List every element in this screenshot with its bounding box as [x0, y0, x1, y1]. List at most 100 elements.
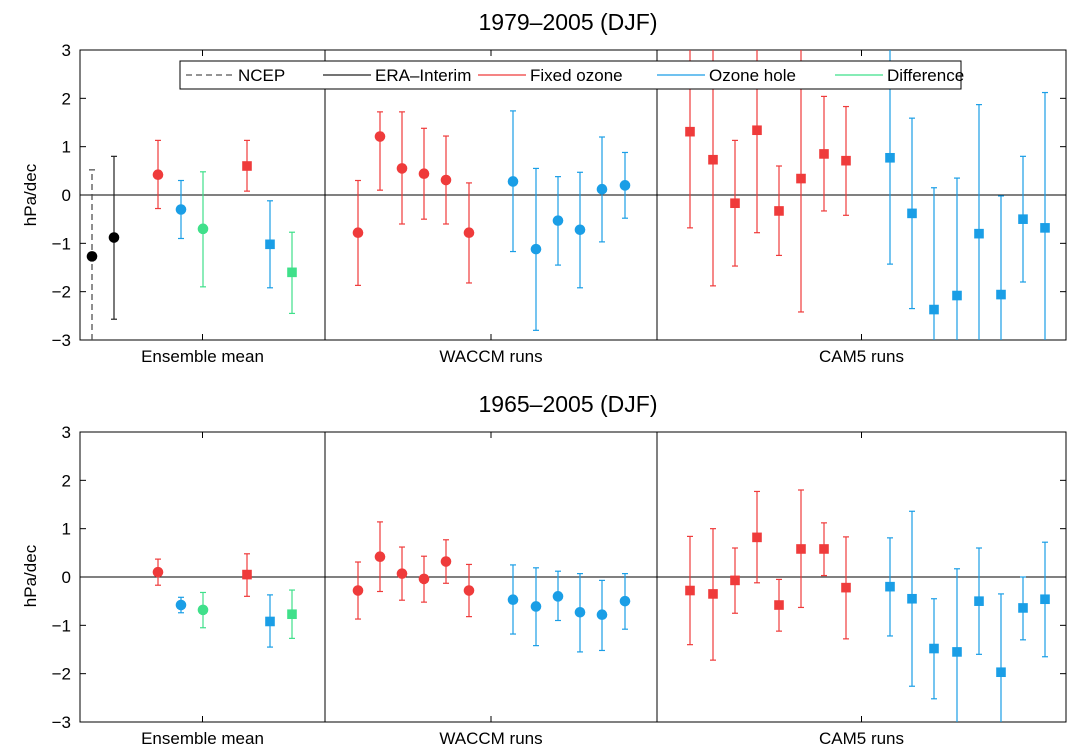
data-point	[197, 171, 209, 288]
data-point	[596, 136, 608, 243]
data-point	[507, 564, 519, 635]
marker-square	[929, 643, 939, 654]
marker-square	[996, 289, 1006, 300]
marker-square	[929, 304, 939, 315]
data-point	[774, 165, 784, 257]
marker-square	[952, 290, 962, 301]
data-point	[352, 561, 364, 620]
data-point	[507, 110, 519, 253]
data-point	[885, 537, 895, 637]
marker-square	[265, 239, 275, 250]
marker-circle	[619, 595, 631, 607]
data-point	[418, 127, 430, 220]
marker-square	[885, 581, 895, 592]
marker-circle	[86, 251, 98, 262]
marker-circle	[396, 568, 408, 579]
marker-circle	[619, 180, 631, 191]
legend-label: Fixed ozone	[530, 66, 623, 85]
marker-circle	[197, 604, 209, 616]
marker-circle	[530, 601, 542, 612]
marker-circle	[374, 131, 386, 142]
data-point	[396, 111, 408, 225]
marker-square	[730, 575, 740, 586]
data-point	[418, 555, 430, 603]
marker-square	[287, 609, 297, 620]
marker-square	[841, 155, 851, 166]
marker-square	[996, 667, 1006, 678]
marker-square	[730, 198, 740, 209]
data-point	[796, 50, 806, 313]
y-tick-label: 3	[62, 423, 71, 442]
marker-circle	[552, 591, 564, 602]
marker-square	[974, 596, 984, 606]
data-point	[619, 573, 631, 630]
data-point	[152, 558, 164, 586]
marker-circle	[596, 183, 608, 195]
marker-circle	[374, 551, 386, 562]
marker-circle	[197, 223, 209, 235]
data-point	[907, 117, 917, 310]
marker-square	[952, 647, 962, 657]
legend-label: ERA–Interim	[375, 66, 471, 85]
x-tick-label: WACCM runs	[439, 729, 542, 746]
data-point	[265, 594, 275, 648]
y-tick-label: 2	[62, 471, 71, 490]
marker-circle	[418, 168, 430, 180]
data-point	[819, 522, 829, 577]
marker-circle	[596, 609, 608, 620]
marker-circle	[175, 204, 187, 215]
marker-circle	[574, 224, 586, 236]
marker-square	[1018, 214, 1028, 224]
marker-square	[774, 206, 784, 216]
marker-square	[974, 228, 984, 239]
marker-circle	[574, 606, 586, 618]
marker-square	[708, 589, 718, 599]
chart-title: 1979–2005 (DJF)	[479, 9, 658, 35]
y-tick-label: 0	[62, 186, 71, 205]
marker-square	[885, 152, 895, 163]
data-point	[287, 231, 297, 315]
data-point	[708, 528, 718, 661]
data-point	[265, 200, 275, 289]
legend-label: Difference	[887, 66, 964, 85]
legend-label: NCEP	[238, 66, 285, 85]
marker-circle	[463, 585, 475, 596]
y-tick-label: −3	[52, 713, 71, 732]
legend-label: Ozone hole	[709, 66, 796, 85]
marker-square	[907, 593, 917, 604]
data-point	[974, 104, 984, 340]
x-tick-label: Ensemble mean	[141, 729, 264, 746]
marker-circle	[552, 215, 564, 226]
data-point	[108, 155, 120, 320]
data-point	[463, 182, 475, 284]
marker-circle	[507, 594, 519, 606]
data-point	[530, 567, 542, 647]
data-point	[1040, 541, 1050, 658]
panel-1979-2005: 1979–2005 (DJF) hPa/dec −3 −2 −1 0 1 2 3 Ensemb…	[21, 9, 1067, 366]
x-tick-label: CAM5 runs	[819, 347, 904, 366]
data-point	[841, 105, 851, 216]
data-point	[841, 536, 851, 640]
legend-box	[179, 60, 962, 90]
data-point	[730, 547, 740, 614]
data-point	[730, 139, 740, 267]
data-point	[929, 598, 939, 700]
y-tick-label: −3	[52, 331, 71, 350]
data-point	[974, 547, 984, 655]
y-tick-label: −1	[52, 234, 71, 253]
y-tick-label: 1	[62, 138, 71, 157]
data-point	[86, 169, 98, 340]
y-axis-label: hPa/dec	[21, 163, 40, 226]
data-point	[996, 593, 1006, 722]
y-tick-label: −2	[52, 665, 71, 684]
marker-square	[685, 126, 695, 137]
marker-square	[1040, 594, 1050, 605]
data-point	[374, 521, 386, 593]
marker-square	[841, 582, 851, 593]
data-point	[352, 179, 364, 286]
data-point	[463, 563, 475, 618]
marker-square	[752, 125, 762, 136]
marker-square	[819, 544, 829, 554]
marker-square	[265, 616, 275, 627]
